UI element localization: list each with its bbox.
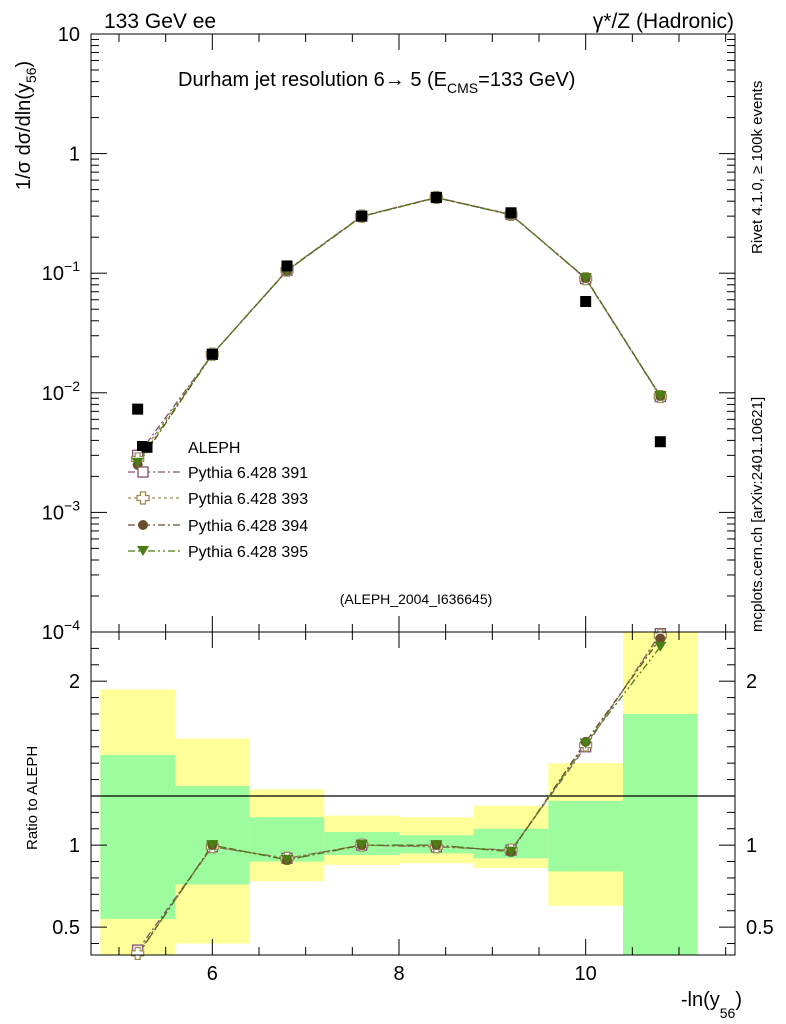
- main-title-arrow: →: [385, 69, 405, 91]
- main-title-main: Durham jet resolution 6: [178, 69, 385, 91]
- main-y-tick-label: 10: [58, 24, 80, 46]
- ratio-y-tick-label-right: 0.5: [746, 917, 774, 939]
- main-series-line: [138, 197, 661, 459]
- aleph-data-point: [655, 436, 666, 447]
- aleph-data-point: [431, 192, 442, 203]
- mcplots-label: mcplots.cern.ch [arXiv:2401.10621]: [749, 397, 766, 632]
- main-title-sub: CMS: [447, 80, 478, 96]
- aleph-data-point: [282, 260, 293, 271]
- main-y-label-sub: 56: [23, 67, 39, 83]
- aleph-data-point: [207, 349, 218, 360]
- ratio-band-inner: [175, 786, 250, 884]
- main-y-tick-label: 10−2: [42, 378, 80, 405]
- legend-aleph-marker: [137, 441, 147, 451]
- main-y-label-main: 1/σ dσ/dln(y: [13, 83, 35, 190]
- ratio-x-label-end: ): [735, 989, 742, 1011]
- ratio-x-tick-label: 6: [207, 963, 218, 985]
- legend-393-label: Pythia 6.428 393: [188, 491, 308, 508]
- main-y-tick-base: 10: [42, 263, 64, 285]
- main-series-line: [138, 198, 661, 465]
- ratio-y-tick-label-right: 2: [746, 671, 757, 693]
- aleph-data-point: [132, 404, 143, 415]
- aleph-data-point: [506, 207, 517, 218]
- ratio-y-tick-label: 2: [69, 671, 80, 693]
- rivet-label: Rivet 4.1.0, ≥ 100k events: [749, 81, 766, 254]
- main-y-tick-exp: −3: [64, 497, 80, 513]
- main-y-tick-exp: −4: [64, 617, 80, 633]
- main-title: Durham jet resolution 6→ 5 (ECMS=133 GeV…: [178, 69, 575, 96]
- main-y-tick-exp: −2: [64, 378, 80, 394]
- legend-391-marker: [138, 467, 148, 477]
- legend: ALEPH Pythia 6.428 391 Pythia 6.428 393 …: [128, 440, 308, 561]
- main-y-tick-base: 10: [42, 502, 64, 524]
- legend-394-label: Pythia 6.428 394: [188, 518, 308, 535]
- main-y-tick-label: 10−4: [42, 617, 80, 644]
- header-left: 133 GeV ee: [104, 10, 216, 33]
- legend-393-marker: [137, 492, 149, 504]
- main-y-tick-base: 10: [42, 383, 64, 405]
- main-x-ticks: [119, 34, 726, 632]
- main-y-tick-base: 10: [42, 622, 64, 644]
- main-series-line: [138, 197, 661, 455]
- ratio-x-tick-label: 10: [575, 963, 597, 985]
- ratio-x-tick-label: 8: [393, 963, 404, 985]
- ratio-x-label-sub: 56: [720, 1005, 736, 1021]
- main-title-mid: 5 (E: [405, 69, 447, 91]
- main-panel-frame: [91, 34, 735, 632]
- ratio-y-label: Ratio to ALEPH: [24, 746, 41, 850]
- legend-391-label: Pythia 6.428 391: [188, 465, 308, 482]
- ratio-band-inner: [548, 801, 623, 872]
- legend-394-marker: [138, 520, 148, 530]
- ratio-x-label: -ln(y56): [681, 989, 742, 1021]
- aleph-data-point: [356, 211, 367, 222]
- ratio-band-inner: [623, 714, 698, 955]
- main-series-group: [132, 191, 667, 469]
- aleph-data-points: [132, 192, 666, 453]
- main-y-label: 1/σ dσ/dln(y56): [13, 61, 39, 190]
- analysis-watermark: (ALEPH_2004_I636645): [340, 591, 493, 607]
- ratio-x-label-main: -ln(y: [681, 989, 720, 1011]
- header-right: γ*/Z (Hadronic): [593, 10, 734, 33]
- main-y-label-end: ): [13, 61, 35, 68]
- main-y-tick-label: 10−1: [42, 258, 80, 285]
- ratio-band-inner: [100, 755, 175, 919]
- main-y-tick-label: 1: [69, 144, 80, 166]
- ratio-y-tick-label-right: 1: [746, 835, 757, 857]
- ratio-y-tick-label: 0.5: [52, 917, 80, 939]
- main-y-tick-exp: −1: [64, 258, 80, 274]
- main-series-line: [138, 198, 661, 463]
- ratio-uncertainty-bands: [100, 632, 697, 955]
- legend-aleph-label: ALEPH: [188, 440, 240, 457]
- plot-canvas: 133 GeV ee γ*/Z (Hadronic) 10110−110−210…: [0, 0, 786, 1024]
- aleph-data-point: [580, 296, 591, 307]
- ratio-y-tick-label: 1: [69, 835, 80, 857]
- main-y-tick-label: 10−3: [42, 497, 80, 524]
- main-title-end: =133 GeV): [478, 69, 575, 91]
- legend-395-label: Pythia 6.428 395: [188, 544, 308, 561]
